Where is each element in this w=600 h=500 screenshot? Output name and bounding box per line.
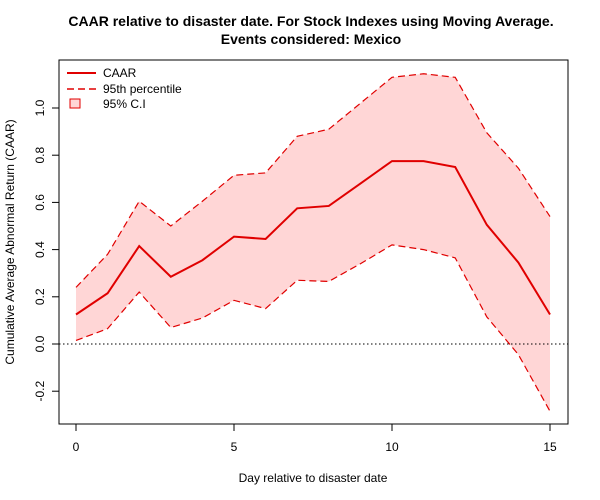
x-tick-label: 5 bbox=[231, 440, 238, 454]
x-axis: 0 5 10 15 bbox=[73, 424, 557, 454]
legend-swatch-ci-band bbox=[69, 98, 81, 109]
plot-frame bbox=[58, 59, 569, 425]
legend-label-95th-percentile: 95th percentile bbox=[103, 82, 182, 96]
legend: CAAR 95th percentile 95% C.I bbox=[67, 66, 182, 111]
y-axis: -0.2 0.0 0.2 0.4 0.6 0.8 1.0 bbox=[33, 99, 59, 402]
ci-band bbox=[76, 73, 550, 412]
y-axis-label: Cumulative Average Abnormal Return (CAAR… bbox=[3, 119, 17, 364]
chart-title-line1: CAAR relative to disaster date. For Stoc… bbox=[68, 13, 553, 29]
legend-label-ci-band: 95% C.I bbox=[103, 97, 146, 111]
y-tick-label: -0.2 bbox=[33, 381, 47, 402]
legend-label-caar: CAAR bbox=[103, 66, 137, 80]
x-tick-label: 15 bbox=[543, 440, 557, 454]
x-tick-label: 10 bbox=[385, 440, 399, 454]
upper-percentile-line bbox=[75, 73, 551, 288]
y-tick-label: 1.0 bbox=[33, 99, 47, 116]
x-tick-label: 0 bbox=[73, 440, 80, 454]
plot-area bbox=[59, 73, 568, 412]
x-axis-label: Day relative to disaster date bbox=[239, 471, 388, 485]
y-tick-label: 0.6 bbox=[33, 194, 47, 211]
y-tick-label: 0.8 bbox=[33, 147, 47, 164]
y-tick-label: 0.0 bbox=[33, 335, 47, 352]
caar-line bbox=[75, 160, 551, 316]
chart-title-line2: Events considered: Mexico bbox=[221, 31, 402, 47]
y-tick-label: 0.4 bbox=[33, 241, 47, 258]
y-tick-label: 0.2 bbox=[33, 288, 47, 305]
lower-percentile-line bbox=[75, 244, 551, 412]
